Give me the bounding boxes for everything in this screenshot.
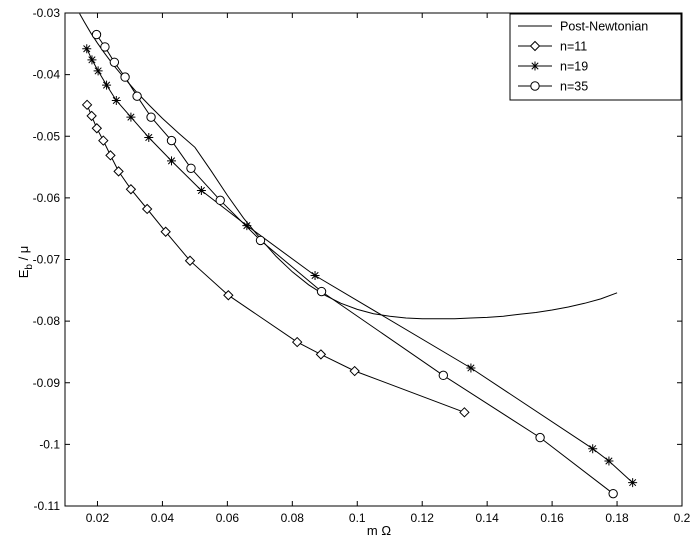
data-point-n-35 xyxy=(255,235,266,246)
data-point-n-19 xyxy=(196,185,206,195)
series-line-n-35 xyxy=(96,34,614,495)
x-axis-label: m Ω xyxy=(367,523,391,538)
data-point-n-11 xyxy=(223,290,234,301)
y-tick-label: -0.09 xyxy=(33,376,61,390)
data-point-n-19 xyxy=(82,44,92,54)
y-tick-label: -0.1 xyxy=(39,437,60,451)
legend-label: Post-Newtonian xyxy=(560,20,648,34)
legend-swatch-marker xyxy=(529,40,541,52)
data-point-n-19 xyxy=(588,444,598,454)
y-axis-label-subscript: b xyxy=(24,264,35,270)
x-tick-label: 0.02 xyxy=(86,511,110,525)
data-point-n-19 xyxy=(93,66,103,76)
data-point-n-19 xyxy=(628,478,638,488)
series-layer xyxy=(79,13,638,499)
data-point-n-11 xyxy=(91,123,103,134)
y-tick-label: -0.08 xyxy=(33,314,61,328)
y-axis-label-rest: / μ xyxy=(16,246,31,264)
data-point-n-11 xyxy=(125,184,137,195)
legend-item-n-11: n=11 xyxy=(518,40,587,54)
legend-label: n=19 xyxy=(560,60,588,74)
data-point-n-19 xyxy=(144,132,154,142)
legend-item-post-newtonian: Post-Newtonian xyxy=(518,20,648,34)
data-point-n-35 xyxy=(91,29,102,40)
data-point-n-11 xyxy=(98,135,109,146)
data-point-n-35 xyxy=(166,135,177,146)
legend-item-n-19: n=19 xyxy=(518,60,588,74)
legend-swatch-marker xyxy=(530,61,540,71)
data-point-n-11 xyxy=(113,166,124,177)
x-tick-label: 0.12 xyxy=(411,511,435,525)
y-tick-label: -0.03 xyxy=(33,6,61,20)
legend: Post-Newtonian n=11 n=19 n=35 xyxy=(509,13,682,101)
data-point-n-11 xyxy=(105,150,116,161)
data-point-n-11 xyxy=(141,203,153,215)
legend-swatch-marker xyxy=(530,81,540,91)
x-tick-label: 0.08 xyxy=(281,511,305,525)
legend-label: n=35 xyxy=(560,80,588,94)
series-line-n-19 xyxy=(86,48,633,483)
data-point-n-35 xyxy=(215,195,225,206)
svg-text:Eb / μ: Eb / μ xyxy=(16,246,35,279)
legend-label: n=11 xyxy=(560,40,587,54)
data-point-n-11 xyxy=(291,336,303,348)
series-line-n-11 xyxy=(86,104,465,413)
series-n-11 xyxy=(81,99,470,418)
x-tick-label: 0.04 xyxy=(151,511,175,525)
x-tick-label: 0.06 xyxy=(216,511,240,525)
data-point-n-35 xyxy=(132,91,142,101)
x-tick-label: 0.1 xyxy=(349,511,366,525)
data-point-n-19 xyxy=(102,80,112,90)
series-n-19 xyxy=(82,44,638,488)
data-point-n-35 xyxy=(608,488,618,499)
data-point-n-35 xyxy=(146,112,156,122)
data-point-n-11 xyxy=(86,110,97,122)
y-tick-label: -0.11 xyxy=(34,499,61,513)
y-tick-label: -0.04 xyxy=(33,68,61,82)
data-point-n-11 xyxy=(184,255,196,266)
data-point-n-35 xyxy=(100,42,110,52)
y-tick-label: -0.05 xyxy=(33,129,61,143)
data-point-n-35 xyxy=(109,57,120,67)
data-point-n-35 xyxy=(120,72,130,82)
x-tick-label: 0.18 xyxy=(605,511,629,525)
data-point-n-19 xyxy=(310,271,320,281)
data-point-n-11 xyxy=(81,99,93,111)
y-tick-label: -0.07 xyxy=(33,253,61,267)
data-point-n-35 xyxy=(438,370,449,381)
data-point-n-19 xyxy=(87,55,97,65)
data-point-n-35 xyxy=(535,432,545,443)
data-point-n-11 xyxy=(160,226,171,237)
x-tick-label: 0.2 xyxy=(674,511,691,525)
data-point-n-11 xyxy=(315,349,327,360)
data-point-n-19 xyxy=(126,112,136,122)
series-n-35 xyxy=(91,29,618,499)
data-point-n-35 xyxy=(316,286,327,297)
data-point-n-19 xyxy=(466,363,476,373)
data-point-n-19 xyxy=(604,456,614,466)
data-point-n-19 xyxy=(111,96,121,106)
x-tick-label: 0.16 xyxy=(540,511,564,525)
data-point-n-11 xyxy=(459,407,470,418)
x-tick-label: 0.14 xyxy=(475,511,499,525)
data-point-n-11 xyxy=(349,365,360,377)
y-tick-label: -0.06 xyxy=(33,191,61,205)
legend-item-n-35: n=35 xyxy=(518,80,588,94)
y-axis-label: Eb / μ xyxy=(16,246,35,279)
y-axis-label-main: E xyxy=(16,269,31,278)
data-point-n-19 xyxy=(167,156,177,166)
data-point-n-35 xyxy=(186,163,196,173)
data-point-n-19 xyxy=(242,221,252,231)
